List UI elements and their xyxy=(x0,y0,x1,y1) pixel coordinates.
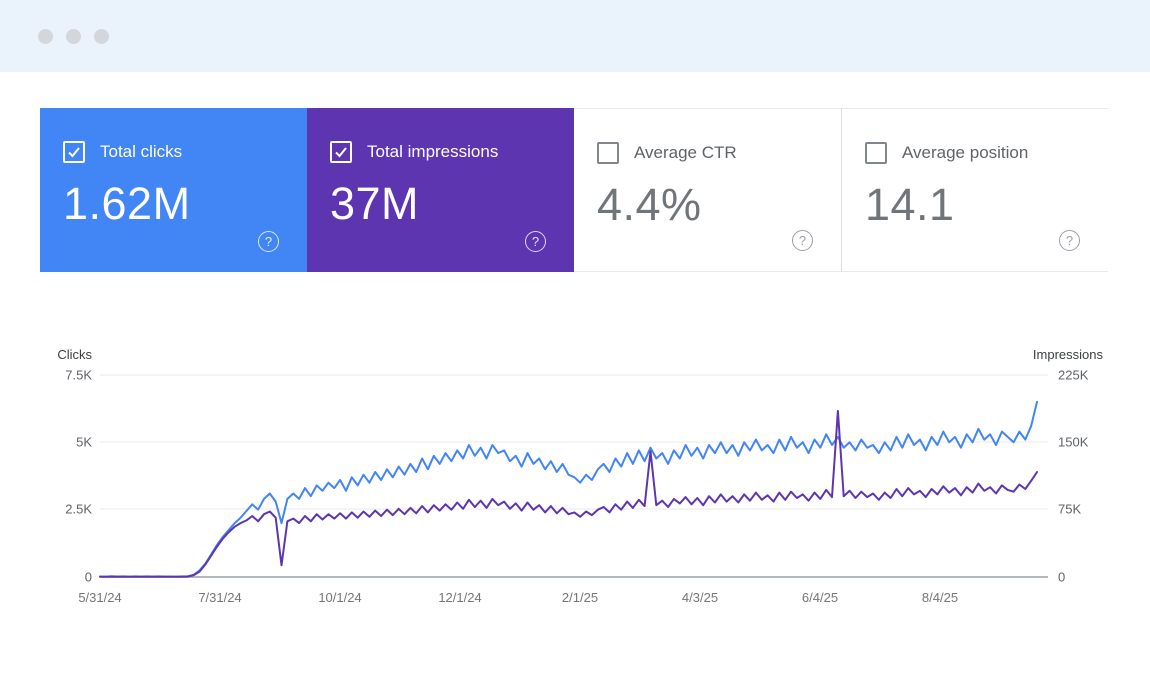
window-titlebar xyxy=(0,0,1150,72)
x-tick-label: 10/1/24 xyxy=(318,590,362,605)
left-axis-title: Clicks xyxy=(57,347,92,362)
x-tick-label: 4/3/25 xyxy=(681,590,719,605)
checkbox-total-clicks[interactable] xyxy=(63,141,85,163)
left-tick: 0 xyxy=(84,569,92,585)
check-icon xyxy=(68,147,80,158)
card-average-ctr[interactable]: Average CTR 4.4% ? xyxy=(574,108,841,272)
right-tick: 150K xyxy=(1058,434,1089,450)
x-tick-label: 12/1/24 xyxy=(438,590,482,605)
right-tick: 75K xyxy=(1058,501,1082,517)
card-value: 4.4% xyxy=(597,179,702,230)
card-value: 14.1 xyxy=(865,179,955,230)
card-total-impressions[interactable]: Total impressions 37M ? xyxy=(307,108,574,272)
series-line-clicks xyxy=(99,400,1038,578)
window-dot xyxy=(66,28,81,44)
series-line-impressions xyxy=(99,409,1038,578)
checkbox-average-position[interactable] xyxy=(865,142,887,164)
card-value: 1.62M xyxy=(63,178,191,229)
right-tick: 225K xyxy=(1058,367,1089,383)
card-total-clicks[interactable]: Total clicks 1.62M ? xyxy=(40,108,307,272)
help-icon[interactable]: ? xyxy=(1059,230,1080,251)
checkbox-total-impressions[interactable] xyxy=(330,141,352,163)
card-value: 37M xyxy=(330,178,420,229)
x-tick-label: 8/4/25 xyxy=(921,590,959,605)
left-tick: 5K xyxy=(76,434,92,450)
left-tick: 2.5K xyxy=(65,501,92,517)
window-dot xyxy=(38,28,53,44)
performance-chart: Clicks Impressions 7.5K 5K 2.5K 0 225K 1… xyxy=(0,340,1150,620)
x-tick-label: 6/4/25 xyxy=(801,590,839,605)
x-tick-label: 5/31/24 xyxy=(78,590,122,605)
check-icon xyxy=(335,147,347,158)
card-label: Total clicks xyxy=(100,142,183,161)
card-average-position[interactable]: Average position 14.1 ? xyxy=(841,108,1108,272)
card-label: Total impressions xyxy=(367,142,499,161)
x-tick-label: 7/31/24 xyxy=(198,590,242,605)
help-icon[interactable]: ? xyxy=(258,231,279,252)
left-tick: 7.5K xyxy=(65,367,92,383)
right-axis-title: Impressions xyxy=(1032,347,1103,362)
help-icon[interactable]: ? xyxy=(525,231,546,252)
right-tick: 0 xyxy=(1058,569,1066,585)
card-label: Average position xyxy=(902,143,1029,162)
metric-cards: Total clicks 1.62M ? Total impressions 3… xyxy=(40,108,1108,272)
chart-plot-area[interactable] xyxy=(0,340,1150,620)
x-tick-label: 2/1/25 xyxy=(561,590,599,605)
checkbox-average-ctr[interactable] xyxy=(597,142,619,164)
window-dot xyxy=(94,28,109,44)
card-label: Average CTR xyxy=(634,143,737,162)
help-icon[interactable]: ? xyxy=(792,230,813,251)
